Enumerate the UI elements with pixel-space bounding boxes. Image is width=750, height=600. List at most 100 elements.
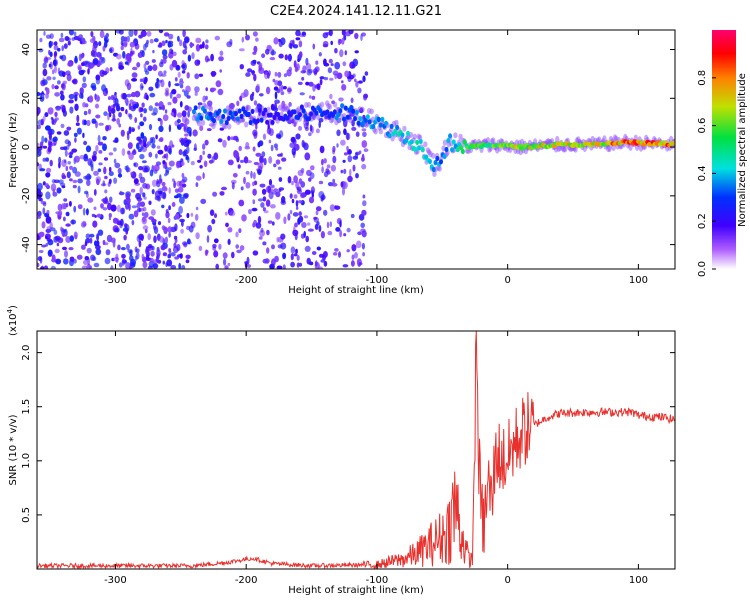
spectrogram-noise-speck <box>360 228 366 233</box>
signal-halo <box>373 128 378 135</box>
spectrogram-noise-speck <box>179 253 183 259</box>
spectrogram-noise-speck <box>178 180 183 187</box>
signal-core <box>224 120 229 126</box>
spectrogram-noise-speck <box>139 201 146 207</box>
spectrogram-noise-speck <box>101 70 108 75</box>
spectrogram-noise-speck <box>37 210 42 217</box>
spectrogram-noise-speck <box>131 72 138 78</box>
spectrogram-noise-speck <box>271 221 275 226</box>
spectrogram-noise-speck <box>278 85 282 93</box>
signal-core <box>301 108 306 114</box>
spectrogram-noise-speck <box>72 184 77 189</box>
spectrogram-noise-speck <box>343 168 347 174</box>
signal-halo <box>302 119 308 126</box>
spectrogram-noise-speck <box>281 100 286 109</box>
spectrogram-noise-speck <box>297 58 300 62</box>
spectrogram-noise-speck <box>190 161 195 166</box>
spectrogram-noise-speck <box>136 208 141 213</box>
signal-core <box>406 130 410 136</box>
signal-core <box>358 116 363 122</box>
spectrogram-noise-speck <box>283 216 287 225</box>
spectrogram-noise-speck <box>168 205 172 211</box>
spectrogram-noise-speck <box>313 68 318 75</box>
spectrogram-noise-speck <box>194 213 199 221</box>
signal-halo <box>369 108 374 115</box>
signal-halo <box>491 137 496 146</box>
spectrogram-noise-speck <box>131 149 137 155</box>
spectrogram-noise-speck <box>332 178 336 184</box>
spectrogram-noise-speck <box>165 166 170 174</box>
spectrogram-noise-speck <box>276 134 280 139</box>
spectrogram-noise-speck <box>261 188 267 195</box>
spectrogram-noise-speck <box>265 86 271 95</box>
spectrogram-noise-speck <box>269 57 276 61</box>
signal-halo <box>292 120 297 127</box>
spectrogram-noise-speck <box>120 92 126 100</box>
spectrogram-noise-speck <box>241 214 247 222</box>
x-tick-label: 0 <box>504 575 510 586</box>
snr-multiplier: (x104) <box>6 305 19 336</box>
spectrogram-noise-speck <box>93 170 99 176</box>
spectrogram-noise-speck <box>261 151 266 158</box>
spectrogram-noise-speck <box>297 169 304 177</box>
spectrogram-noise-speck <box>182 30 186 38</box>
spectrogram-noise-speck <box>318 266 323 269</box>
spectrogram-noise-speck <box>64 250 68 258</box>
spectrogram-noise-speck <box>83 155 89 162</box>
signal-core <box>389 123 394 129</box>
signal-halo <box>425 147 431 154</box>
spectrogram-noise-speck <box>171 88 177 95</box>
spectrogram-noise-speck <box>163 32 170 37</box>
spectrogram-noise-speck <box>123 39 128 48</box>
x-tick-label: -100 <box>366 275 389 286</box>
spectrogram-noise-speck <box>295 248 298 254</box>
spectrogram-noise-speck <box>74 171 81 177</box>
spectrogram-noise-speck <box>41 135 45 144</box>
spectrogram-noise-speck <box>110 107 116 114</box>
spectrogram-noise-speck <box>357 231 362 236</box>
signal-halo <box>278 104 283 111</box>
spectrogram-noise-speck <box>252 250 259 256</box>
spectrogram-noise-speck <box>176 93 182 99</box>
spectrogram-noise-speck <box>344 50 347 56</box>
spectrogram-noise-speck <box>336 72 343 80</box>
spectrogram-noise-speck <box>287 119 293 125</box>
x-tick-label: -300 <box>104 275 127 286</box>
spectrogram-noise-speck <box>361 128 367 132</box>
spectrogram-noise-speck <box>162 104 165 111</box>
spectrogram-noise-speck <box>334 47 338 54</box>
spectrogram-noise-speck <box>167 101 172 106</box>
spectrogram-noise-speck <box>354 252 358 259</box>
spectrogram-noise-speck <box>198 245 203 251</box>
signal-core <box>318 108 323 114</box>
spectrogram-noise-speck <box>158 106 163 110</box>
spectrogram-noise-speck <box>259 183 266 188</box>
spectrogram-noise-speck <box>126 93 133 98</box>
spectrogram-noise-speck <box>315 128 320 134</box>
spectrogram-noise-speck <box>291 181 294 186</box>
spectrogram-noise-speck <box>52 58 59 67</box>
signal-halo <box>402 125 407 132</box>
spectrogram-noise-speck <box>229 102 235 110</box>
spectrogram-noise-speck <box>179 122 185 127</box>
spectrogram-noise-speck <box>282 252 287 260</box>
spectrogram-noise-speck <box>121 253 126 259</box>
spectrogram-noise-speck <box>81 62 86 67</box>
spectrogram-noise-speck <box>163 70 167 75</box>
spectrogram-noise-speck <box>322 254 326 261</box>
signal-core <box>191 109 196 115</box>
spectrogram-noise-speck <box>333 252 338 256</box>
spectrogram-noise-speck <box>95 103 99 109</box>
spectrogram-noise-speck <box>194 86 200 93</box>
signal-core <box>462 139 467 145</box>
signal-halo <box>266 106 271 113</box>
signal-core <box>353 116 357 122</box>
spectrogram-noise-speck <box>102 180 106 187</box>
signal-core <box>268 112 273 118</box>
spectrogram-noise-speck <box>264 258 270 264</box>
spectrogram-noise-speck <box>132 103 139 109</box>
spectrogram-noise-speck <box>104 189 108 194</box>
spectrogram-noise-speck <box>227 135 231 141</box>
spectrogram-noise-speck <box>65 236 71 243</box>
